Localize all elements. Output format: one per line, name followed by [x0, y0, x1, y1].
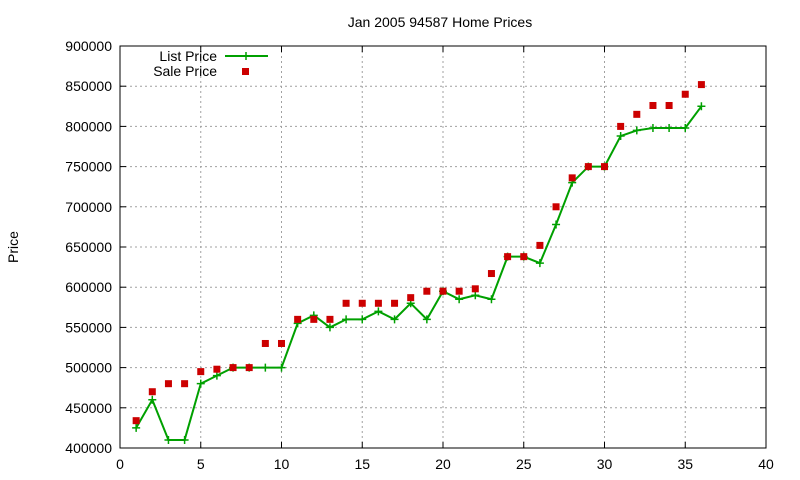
data-point-sale-price — [439, 287, 447, 295]
y-tick-label: 500000 — [65, 360, 112, 376]
data-point-sale-price — [229, 364, 237, 372]
chart-title: Jan 2005 94587 Home Prices — [348, 14, 532, 30]
data-point-sale-price — [423, 287, 431, 295]
x-tick-label: 35 — [677, 456, 693, 472]
series-sale-price — [132, 81, 705, 425]
data-point-sale-price — [536, 241, 544, 249]
data-point-sale-price — [342, 299, 350, 307]
legend-label-sale-price: Sale Price — [153, 63, 217, 79]
legend-label-list-price: List Price — [159, 48, 217, 64]
data-point-list-price — [487, 295, 496, 304]
data-point-sale-price — [245, 364, 253, 372]
y-axis-label: Price — [5, 231, 21, 263]
data-point-list-price — [325, 323, 334, 332]
data-point-sale-price — [310, 315, 318, 323]
data-point-sale-price — [617, 122, 625, 130]
data-point-sale-price — [294, 315, 302, 323]
data-point-sale-price — [391, 299, 399, 307]
data-point-list-price — [132, 423, 141, 432]
data-point-list-price — [164, 435, 173, 444]
x-tick-label: 5 — [197, 456, 205, 472]
legend: List Price Sale Price — [153, 48, 268, 79]
data-point-sale-price — [520, 253, 528, 261]
y-tick-label: 600000 — [65, 279, 112, 295]
data-point-sale-price — [132, 417, 140, 425]
y-tick-label: 400000 — [65, 440, 112, 456]
data-point-sale-price — [552, 203, 560, 211]
legend-marker-list-price — [242, 52, 250, 60]
data-point-list-price — [552, 220, 561, 229]
series-layer — [132, 81, 706, 444]
data-point-sale-price — [326, 315, 334, 323]
data-point-sale-price — [584, 163, 592, 171]
x-tick-label: 10 — [274, 456, 290, 472]
data-point-sale-price — [697, 81, 705, 89]
data-point-sale-price — [358, 299, 366, 307]
series-list-price — [132, 102, 706, 444]
data-point-list-price — [342, 315, 351, 324]
data-point-sale-price — [197, 368, 205, 376]
x-tick-label: 15 — [354, 456, 370, 472]
data-point-sale-price — [601, 163, 608, 171]
data-point-list-price — [148, 395, 157, 404]
grid-lines — [120, 46, 766, 448]
y-tick-label: 850000 — [65, 78, 112, 94]
data-point-sale-price — [665, 101, 673, 109]
x-tick-label: 30 — [597, 456, 613, 472]
tick-labels: 0 5 10 15 20 25 30 35 40 400000 450000 500000 550000… — [65, 38, 774, 472]
data-point-list-price — [390, 315, 399, 324]
data-point-sale-price — [407, 294, 415, 302]
data-point-list-price — [471, 291, 480, 300]
series-line-list-price — [135, 105, 703, 441]
data-point-list-price — [358, 315, 367, 324]
x-tick-label: 40 — [758, 456, 774, 472]
data-point-list-price — [422, 315, 431, 324]
y-tick-label: 900000 — [65, 38, 112, 54]
x-tick-label: 20 — [435, 456, 451, 472]
data-point-list-price — [681, 124, 690, 133]
y-tick-label: 800000 — [65, 118, 112, 134]
data-point-sale-price — [471, 285, 479, 293]
data-point-list-price — [697, 102, 706, 111]
y-tick-label: 700000 — [65, 199, 112, 215]
data-point-list-price — [277, 363, 286, 372]
data-point-sale-price — [261, 339, 269, 347]
data-point-sale-price — [633, 110, 641, 118]
data-point-list-price — [455, 295, 464, 304]
data-point-sale-price — [455, 287, 463, 295]
data-point-list-price — [261, 363, 270, 372]
x-tick-label: 25 — [516, 456, 532, 472]
data-point-sale-price — [568, 174, 576, 182]
data-point-sale-price — [213, 365, 221, 373]
data-point-list-price — [212, 371, 221, 380]
data-point-list-price — [616, 132, 625, 141]
data-point-list-price — [665, 124, 674, 133]
data-point-list-price — [374, 307, 383, 316]
data-point-list-price — [535, 259, 544, 268]
data-point-sale-price — [181, 380, 189, 388]
data-point-sale-price — [681, 90, 689, 98]
data-point-sale-price — [148, 388, 156, 396]
data-point-list-price — [648, 124, 657, 133]
legend-marker-sale-price — [242, 68, 249, 75]
data-point-list-price — [180, 435, 189, 444]
data-point-sale-price — [649, 101, 657, 109]
data-point-sale-price — [278, 339, 285, 347]
data-point-sale-price — [504, 253, 512, 261]
x-tick-label: 0 — [116, 456, 124, 472]
data-point-list-price — [632, 126, 641, 135]
data-point-sale-price — [374, 299, 382, 307]
plot-frame — [119, 45, 767, 449]
y-tick-label: 450000 — [65, 400, 112, 416]
data-point-sale-price — [164, 380, 172, 388]
data-point-sale-price — [487, 270, 495, 278]
y-tick-label: 650000 — [65, 239, 112, 255]
data-point-list-price — [196, 379, 205, 388]
y-tick-label: 550000 — [65, 319, 112, 335]
y-tick-label: 750000 — [65, 159, 112, 175]
